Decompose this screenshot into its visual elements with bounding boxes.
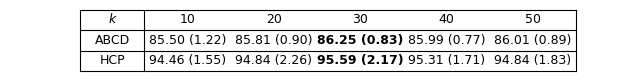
- Text: 40: 40: [438, 13, 454, 26]
- Text: 94.46 (1.55): 94.46 (1.55): [149, 54, 226, 67]
- Text: 86.01 (0.89): 86.01 (0.89): [494, 34, 572, 47]
- Text: 85.81 (0.90): 85.81 (0.90): [235, 34, 313, 47]
- Text: 86.25 (0.83): 86.25 (0.83): [317, 34, 403, 47]
- Text: 95.31 (1.71): 95.31 (1.71): [408, 54, 485, 67]
- Text: 30: 30: [352, 13, 368, 26]
- Text: ABCD: ABCD: [95, 34, 130, 47]
- Text: 10: 10: [180, 13, 196, 26]
- Text: k: k: [109, 13, 116, 26]
- Text: 95.59 (2.17): 95.59 (2.17): [317, 54, 404, 67]
- Text: 85.99 (0.77): 85.99 (0.77): [408, 34, 485, 47]
- Text: 20: 20: [266, 13, 282, 26]
- Text: HCP: HCP: [99, 54, 125, 67]
- Text: 85.50 (1.22): 85.50 (1.22): [149, 34, 227, 47]
- Text: 94.84 (1.83): 94.84 (1.83): [494, 54, 572, 67]
- Text: 94.84 (2.26): 94.84 (2.26): [236, 54, 312, 67]
- Text: 50: 50: [525, 13, 541, 26]
